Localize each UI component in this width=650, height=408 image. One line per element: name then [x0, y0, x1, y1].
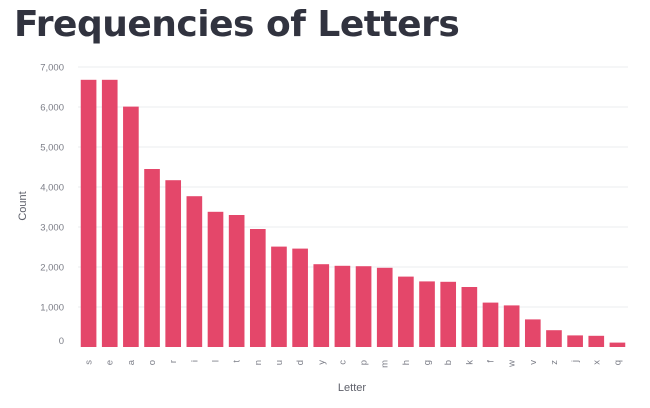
- x-tick-label: d: [295, 360, 306, 365]
- x-tick-label: m: [380, 360, 391, 368]
- bar-q: [609, 342, 626, 347]
- bar-n: [249, 229, 266, 347]
- bar-d: [292, 248, 308, 347]
- x-tick-label: s: [84, 360, 95, 365]
- y-tick-labels: 0 1,000 2,000 3,000 4,000 5,000 6,000 7,000: [40, 63, 64, 348]
- x-tick-label: f: [486, 360, 497, 363]
- x-tick-label: x: [591, 360, 602, 365]
- x-axis-title: Letter: [338, 382, 366, 394]
- page-title: Frequencies of Letters: [14, 4, 460, 45]
- bar-c: [334, 265, 351, 347]
- x-tick-label: n: [253, 360, 264, 365]
- y-tick-label: 1,000: [40, 303, 64, 314]
- x-tick-label: h: [401, 360, 412, 365]
- bar-v: [524, 319, 541, 347]
- x-tick-label: t: [232, 360, 243, 363]
- gridlines: [78, 66, 628, 308]
- bar-a: [123, 106, 139, 347]
- x-tick-label: q: [612, 360, 623, 365]
- bar-s: [80, 79, 97, 348]
- bar-w: [503, 305, 520, 347]
- x-tick-label: c: [337, 360, 348, 365]
- y-tick-label: 4,000: [40, 183, 64, 194]
- y-axis-title: Count: [17, 191, 29, 220]
- bar-i: [186, 196, 203, 347]
- bar-e: [101, 79, 118, 348]
- x-tick-label: p: [359, 360, 370, 365]
- bar-k: [461, 287, 478, 347]
- bar-f: [482, 302, 499, 347]
- bar-x: [588, 335, 605, 347]
- x-tick-label: i: [189, 360, 200, 362]
- bar-p: [355, 266, 372, 347]
- x-tick-label: k: [464, 360, 475, 365]
- x-tick-label: r: [168, 360, 179, 363]
- bar-r: [165, 180, 182, 347]
- x-tick-label: w: [507, 360, 518, 368]
- bar-z: [546, 330, 562, 347]
- y-tick-label: 5,000: [40, 143, 64, 154]
- x-tick-label: v: [528, 360, 539, 365]
- x-tick-label: y: [316, 360, 327, 365]
- x-tick-label: o: [147, 360, 158, 365]
- y-tick-label: 0: [59, 336, 64, 347]
- bar-o: [144, 169, 160, 347]
- x-tick-label: u: [274, 360, 285, 365]
- x-tick-label: l: [211, 360, 222, 362]
- x-tick-label: z: [549, 360, 560, 365]
- bar-b: [440, 281, 457, 347]
- bar-m: [376, 267, 393, 347]
- x-tick-label: e: [105, 360, 116, 365]
- x-tick-label: g: [422, 360, 433, 365]
- bar-u: [271, 246, 287, 347]
- x-tick-label: a: [126, 359, 137, 365]
- bars: [80, 79, 626, 348]
- y-tick-label: 6,000: [40, 103, 64, 114]
- bar-h: [398, 276, 414, 347]
- bar-g: [419, 281, 435, 347]
- bar-t: [228, 215, 245, 347]
- y-tick-label: 2,000: [40, 263, 64, 274]
- bar-y: [313, 264, 330, 347]
- bar-j: [567, 335, 583, 347]
- x-tick-label: b: [443, 360, 454, 365]
- y-tick-label: 3,000: [40, 223, 64, 234]
- y-tick-label: 7,000: [40, 63, 64, 74]
- x-tick-label: j: [570, 360, 581, 363]
- bar-l: [207, 211, 224, 347]
